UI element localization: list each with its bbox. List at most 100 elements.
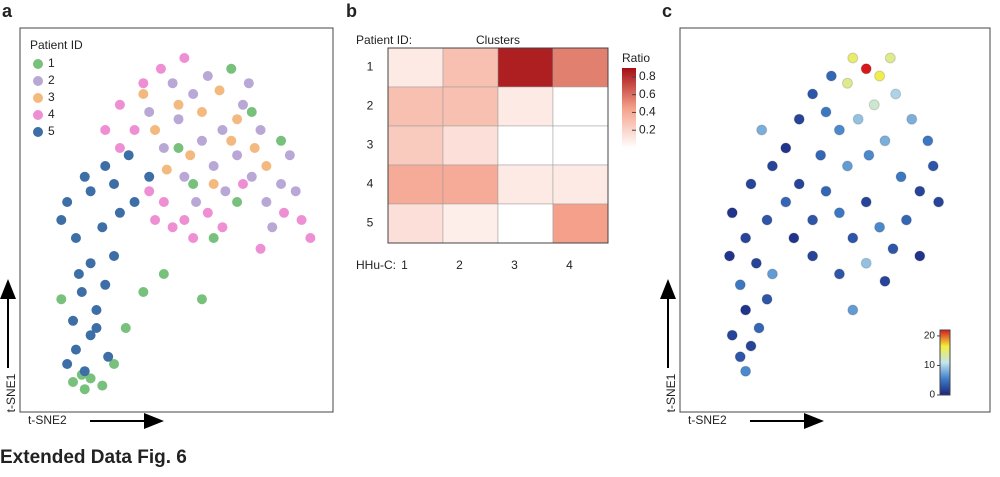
point xyxy=(249,143,260,153)
point xyxy=(847,232,859,244)
row-label: 4 xyxy=(367,177,374,191)
point xyxy=(833,124,845,136)
row-label: 5 xyxy=(367,216,374,230)
point xyxy=(220,186,231,197)
colorbar-tick-label: 0.6 xyxy=(639,87,656,101)
point xyxy=(761,293,773,305)
point xyxy=(887,243,899,255)
heatmap-cell xyxy=(387,125,444,166)
column-label: 4 xyxy=(566,258,573,272)
point xyxy=(188,89,199,99)
point xyxy=(91,305,102,315)
point xyxy=(179,215,190,225)
point xyxy=(232,114,243,125)
point xyxy=(202,71,213,81)
x-axis-label: t-SNE2 xyxy=(688,413,727,427)
point xyxy=(167,78,178,89)
colorbar-tick-label: 10 xyxy=(924,360,936,371)
point xyxy=(879,275,891,287)
point xyxy=(185,150,196,161)
point xyxy=(868,99,880,111)
heatmap-cell xyxy=(442,47,499,88)
colorbar-tick-label: 0.8 xyxy=(639,69,656,83)
point xyxy=(833,268,845,280)
legend-swatch xyxy=(33,76,43,86)
point xyxy=(914,185,926,197)
legend-title: Patient ID xyxy=(30,38,83,52)
heatmap-cell xyxy=(387,86,444,127)
point xyxy=(890,88,902,100)
point xyxy=(158,143,169,153)
point xyxy=(103,351,114,362)
point xyxy=(120,323,131,333)
point xyxy=(150,215,161,225)
point xyxy=(734,351,746,363)
point xyxy=(114,99,125,110)
point xyxy=(246,171,257,182)
point xyxy=(129,197,140,207)
point xyxy=(246,107,257,117)
point xyxy=(114,207,125,218)
heatmap-cell xyxy=(442,125,499,166)
legend-swatch xyxy=(33,127,43,137)
point xyxy=(85,330,96,341)
panel-a-frame xyxy=(19,27,334,413)
point xyxy=(188,179,199,189)
heatmap-cell xyxy=(442,86,499,127)
panel-label: a xyxy=(2,1,13,21)
y-axis-label: t-SNE1 xyxy=(4,373,18,412)
point xyxy=(100,279,111,290)
point xyxy=(900,214,912,226)
point xyxy=(68,377,79,387)
point xyxy=(70,233,81,243)
point xyxy=(155,63,166,74)
point xyxy=(255,243,266,254)
heatmap-frame xyxy=(387,47,609,244)
point xyxy=(138,78,149,89)
heatmap-cell xyxy=(552,125,609,166)
point xyxy=(179,53,190,63)
point xyxy=(815,149,827,161)
point xyxy=(807,214,819,226)
point xyxy=(150,125,161,135)
point xyxy=(217,222,228,233)
point xyxy=(138,287,149,297)
point xyxy=(750,257,762,269)
point xyxy=(788,232,800,244)
point xyxy=(208,161,219,171)
point xyxy=(97,380,108,391)
point xyxy=(922,135,934,147)
point xyxy=(68,315,79,326)
heatmap-cell xyxy=(497,203,554,244)
point xyxy=(906,113,918,125)
point xyxy=(138,89,149,99)
point xyxy=(740,232,752,244)
point xyxy=(173,114,184,125)
column-title: HHu-C: xyxy=(356,258,396,272)
point xyxy=(129,125,140,135)
point xyxy=(161,164,172,175)
point xyxy=(884,52,896,64)
point xyxy=(217,125,228,135)
point xyxy=(833,207,845,219)
y-axis-label: t-SNE1 xyxy=(664,373,678,412)
point xyxy=(753,322,765,334)
point xyxy=(841,160,853,172)
point xyxy=(793,113,805,125)
point xyxy=(267,222,278,233)
point xyxy=(276,179,287,189)
caption: Extended Data Fig. 6 xyxy=(0,447,187,468)
point xyxy=(290,186,301,197)
point xyxy=(208,179,219,189)
legend-label: 4 xyxy=(48,107,55,121)
point xyxy=(79,366,90,377)
point xyxy=(73,269,84,279)
point xyxy=(109,251,120,261)
point xyxy=(158,269,169,279)
point xyxy=(761,214,773,226)
legend-label: 2 xyxy=(48,73,55,87)
point xyxy=(756,124,768,136)
legend-swatch xyxy=(33,59,43,69)
heatmap-cell xyxy=(497,86,554,127)
